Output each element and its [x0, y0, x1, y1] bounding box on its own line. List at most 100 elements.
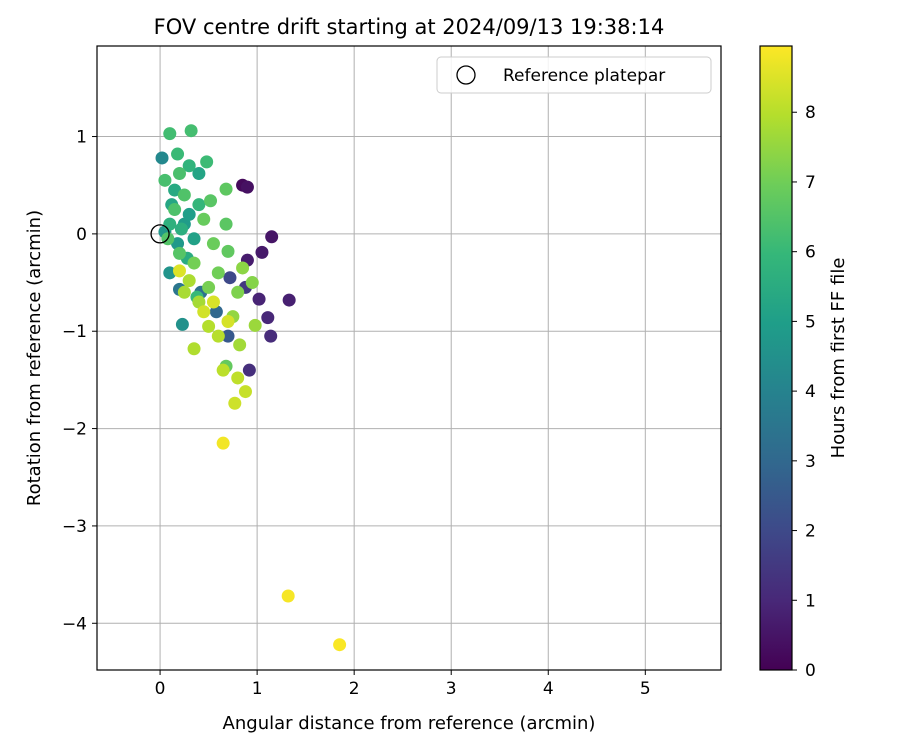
x-tick-label: 4	[543, 679, 554, 699]
data-point	[231, 371, 245, 385]
x-tick-label: 0	[155, 679, 166, 699]
data-point	[155, 151, 169, 165]
data-point	[163, 217, 177, 231]
data-point	[265, 230, 279, 244]
data-point	[233, 338, 247, 352]
x-tick-label: 1	[252, 679, 263, 699]
x-tick-label: 3	[446, 679, 457, 699]
colorbar-tick-label: 2	[805, 522, 816, 542]
y-axis-ticks: 1 0 −1 −2 −3 −4	[62, 128, 97, 634]
data-point	[216, 436, 230, 450]
data-point	[192, 295, 206, 309]
y-tick-label: 1	[76, 128, 87, 148]
colorbar-gradient	[759, 45, 793, 671]
data-point	[221, 329, 235, 343]
data-point	[264, 329, 278, 343]
grid	[97, 46, 721, 670]
colorbar-ticks: 0 1 2 3 4 5 6 7 8	[792, 103, 816, 681]
data-point	[163, 127, 177, 141]
y-tick-label: −2	[62, 420, 87, 440]
data-point	[282, 293, 296, 307]
data-point	[202, 280, 216, 294]
colorbar-tick-label: 8	[805, 103, 816, 123]
data-point	[182, 274, 196, 288]
data-point	[174, 222, 188, 236]
data-point	[204, 194, 218, 208]
data-point	[219, 217, 233, 231]
reference-marker-layer	[150, 224, 170, 244]
data-point	[238, 385, 252, 399]
data-point	[206, 237, 220, 251]
data-point	[245, 276, 259, 290]
chart-title: FOV centre drift starting at 2024/09/13 …	[154, 15, 665, 39]
colorbar-tick-label: 1	[805, 591, 816, 611]
data-point	[177, 285, 191, 299]
data-point	[211, 329, 225, 343]
data-point	[219, 182, 233, 196]
legend: Reference platepar	[436, 56, 712, 94]
data-point	[255, 245, 269, 259]
data-point	[184, 124, 198, 138]
data-point	[187, 256, 201, 270]
data-point	[168, 183, 182, 197]
data-point	[182, 159, 196, 173]
data-point	[211, 266, 225, 280]
data-point	[223, 271, 237, 285]
data-point	[187, 342, 201, 356]
data-point	[221, 244, 235, 258]
data-point	[171, 237, 185, 251]
y-tick-label: −3	[62, 517, 87, 537]
data-point	[216, 363, 230, 377]
colorbar-tick-label: 4	[805, 382, 816, 402]
data-point	[231, 285, 245, 299]
colorbar-label: Hours from first FF file	[828, 258, 849, 459]
x-axis-label: Angular distance from reference (arcmin)	[223, 713, 596, 734]
data-point	[163, 266, 177, 280]
colorbar-tick-label: 3	[805, 452, 816, 472]
colorbar-tick-label: 7	[805, 173, 816, 193]
data-point	[252, 292, 266, 306]
x-axis-ticks: 0 1 2 3 4 5	[155, 670, 651, 699]
legend-reference-marker	[456, 65, 476, 85]
colorbar-tick-label: 6	[805, 243, 816, 263]
reference-platepar-marker	[150, 224, 170, 244]
data-point	[206, 295, 220, 309]
data-point	[333, 638, 347, 652]
x-tick-label: 2	[349, 679, 360, 699]
x-tick-label: 5	[640, 679, 651, 699]
data-point	[197, 305, 211, 319]
data-point	[182, 207, 196, 221]
data-point	[228, 396, 242, 410]
data-point	[175, 317, 189, 331]
data-point	[242, 363, 256, 377]
colorbar-tick-label: 5	[805, 312, 816, 332]
data-point	[240, 180, 254, 194]
data-point	[172, 264, 186, 278]
data-point	[192, 198, 206, 212]
y-tick-label: 0	[76, 225, 87, 245]
colorbar: 0 1 2 3 4 5 6 7 8 Hours from first FF file	[759, 45, 849, 681]
data-point	[202, 319, 216, 333]
data-point	[192, 167, 206, 181]
data-point	[187, 232, 201, 246]
legend-reference-label: Reference platepar	[503, 66, 665, 86]
data-point	[177, 188, 191, 202]
data-point	[171, 147, 185, 161]
y-tick-label: −4	[62, 614, 87, 634]
y-axis-label: Rotation from reference (arcmin)	[24, 210, 45, 506]
data-point	[172, 167, 186, 181]
data-point	[158, 173, 172, 187]
data-point	[236, 261, 250, 275]
data-point	[248, 318, 262, 332]
data-points	[155, 124, 347, 652]
data-point	[261, 311, 275, 325]
data-point	[168, 203, 182, 217]
plot-frame	[96, 45, 722, 671]
colorbar-tick-label: 0	[805, 661, 816, 681]
data-point	[172, 246, 186, 260]
data-point	[281, 589, 295, 603]
legend-box	[436, 56, 712, 94]
data-point	[200, 155, 214, 169]
data-point	[221, 314, 235, 328]
